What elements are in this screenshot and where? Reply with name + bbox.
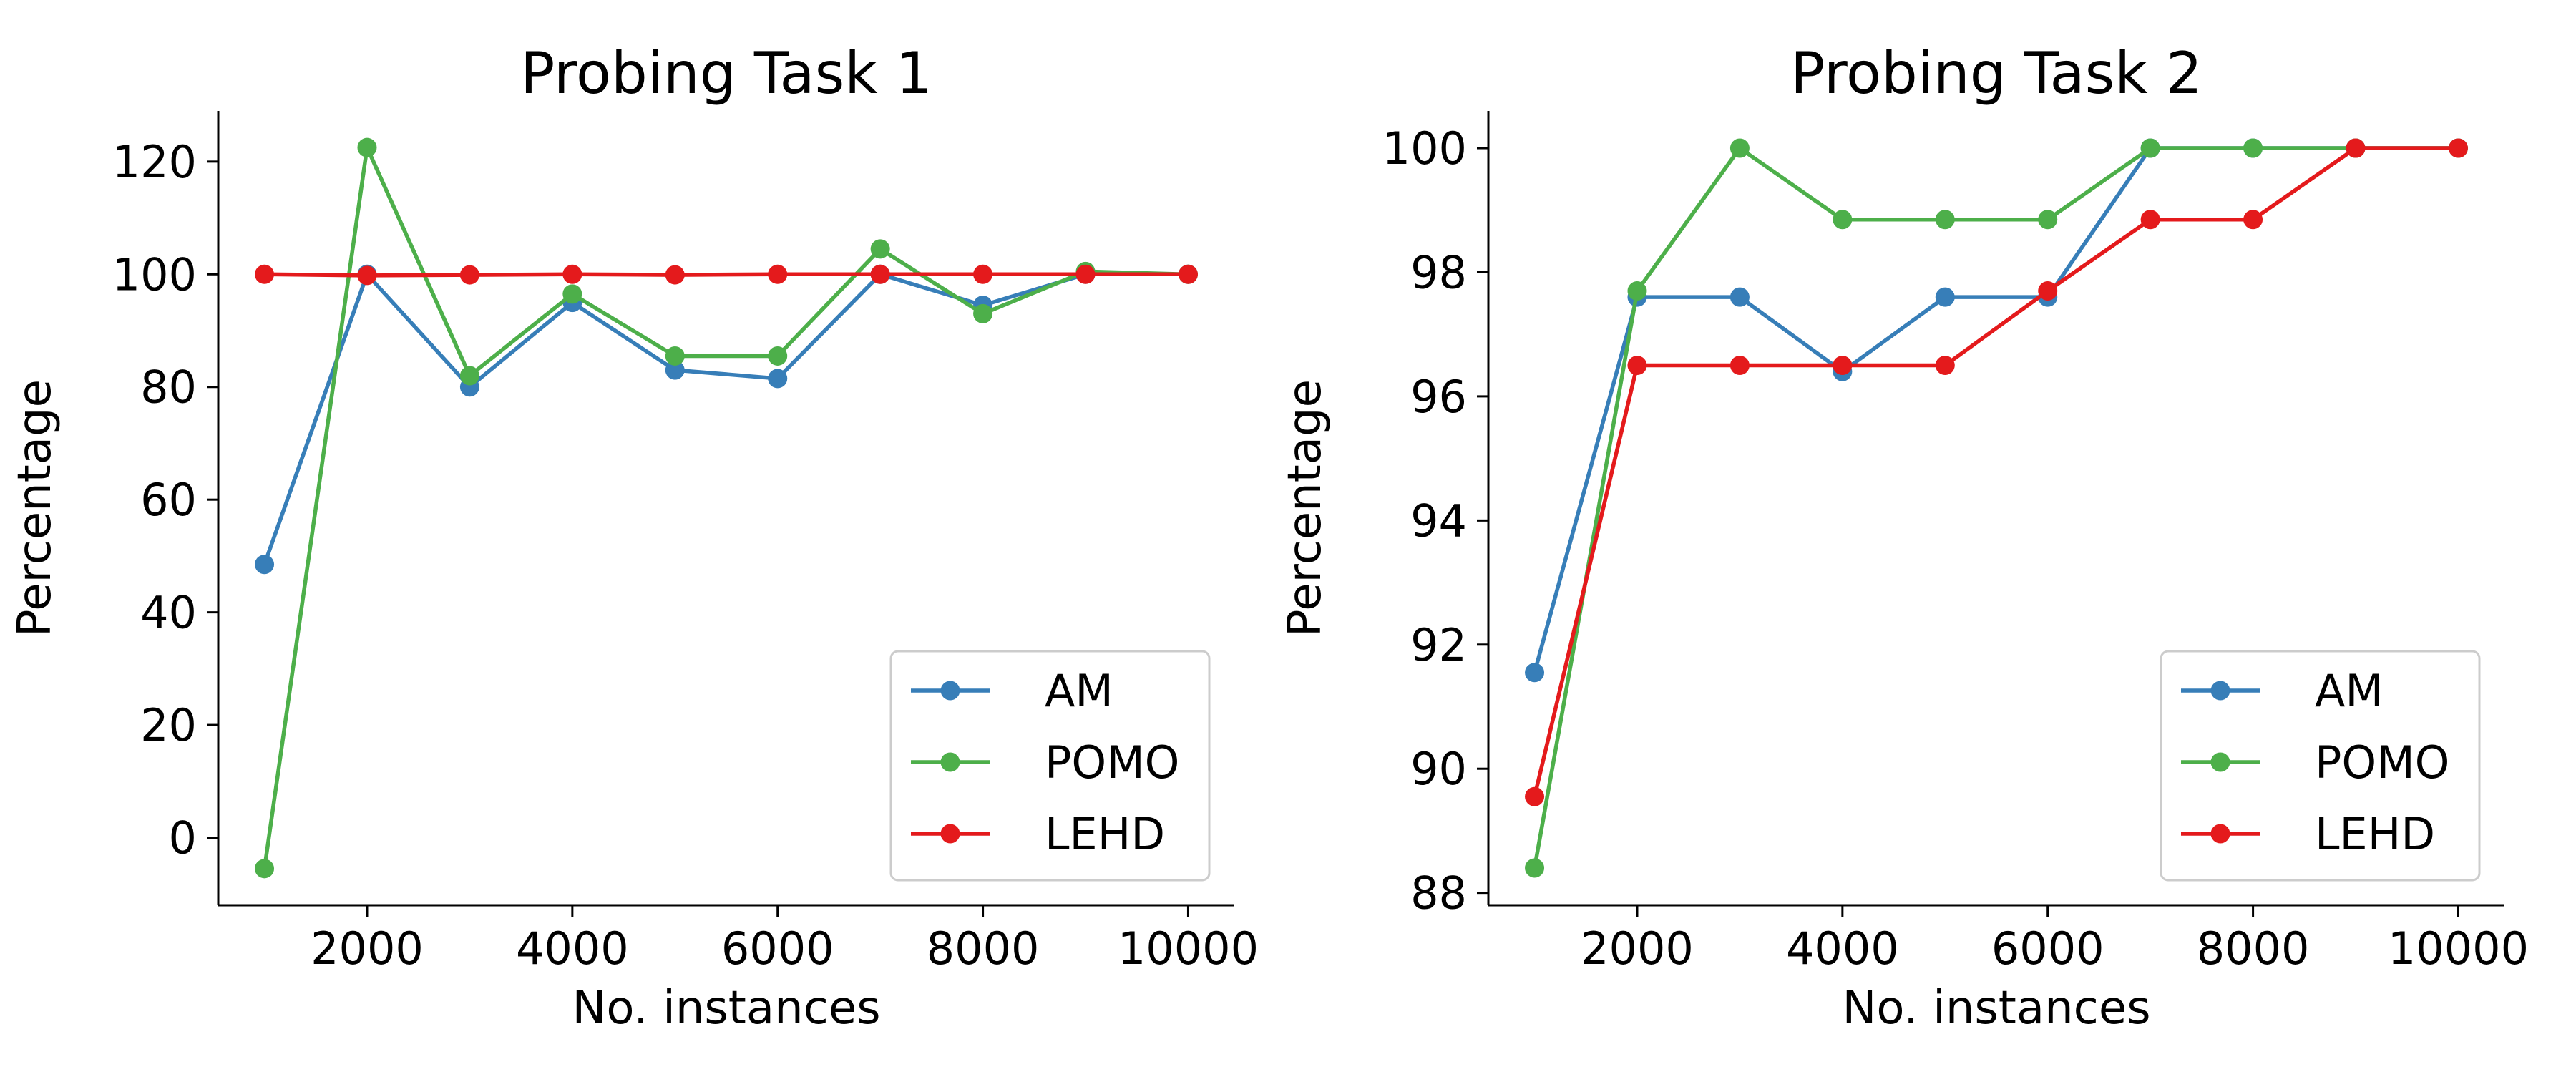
- legend-marker-pomo: [940, 752, 960, 772]
- legend-label-am: AM: [1045, 665, 1113, 717]
- y-tick-label: 60: [140, 474, 197, 526]
- data-point-am: [1525, 663, 1545, 683]
- y-axis-label: Percentage: [1279, 379, 1332, 637]
- chart-title: Probing Task 1: [520, 40, 932, 107]
- y-tick-label: 100: [112, 248, 197, 301]
- data-point-lehd: [562, 264, 582, 284]
- legend-marker-lehd: [2210, 824, 2230, 844]
- y-tick-label: 96: [1410, 371, 1467, 423]
- data-point-lehd: [357, 265, 377, 286]
- data-point-pomo: [973, 303, 993, 323]
- series-line-lehd: [264, 272, 1189, 278]
- data-point-lehd: [1935, 356, 1955, 376]
- x-tick-label: 8000: [2197, 922, 2310, 975]
- legend-label-am: AM: [2315, 665, 2384, 717]
- legend-label-lehd: LEHD: [1045, 808, 1165, 860]
- x-tick-label: 6000: [1991, 922, 2104, 975]
- x-tick-label: 4000: [516, 922, 629, 975]
- y-tick-label: 100: [1382, 122, 1467, 175]
- legend: AM POMO LEHD: [2160, 650, 2481, 882]
- y-tick-label: 80: [140, 361, 197, 414]
- legend-marker-lehd: [940, 824, 960, 844]
- data-point-am: [1935, 287, 1955, 307]
- data-point-lehd: [2448, 138, 2468, 158]
- y-axis-label: Percentage: [9, 379, 62, 637]
- data-point-pomo: [768, 346, 788, 366]
- series-line-am: [1532, 146, 2459, 673]
- y-tick-label: 120: [112, 136, 197, 188]
- panel-probing-task-2: Probing Task 2 2000 4000 6000 8000 10000 88 90 9…: [1279, 40, 2529, 1035]
- data-point-pomo: [2243, 138, 2263, 158]
- data-point-lehd: [1627, 356, 1647, 376]
- chart-title: Probing Task 2: [1790, 40, 2202, 107]
- x-tick-label: 6000: [721, 922, 834, 975]
- x-tick-label: 8000: [927, 922, 1040, 975]
- legend-label-pomo: POMO: [2315, 736, 2449, 789]
- data-point-pomo: [2140, 138, 2160, 158]
- data-point-lehd: [459, 265, 479, 285]
- y-tick-label: 40: [140, 587, 197, 639]
- data-point-pomo: [1833, 210, 1853, 230]
- legend-marker-pomo: [2210, 752, 2230, 772]
- data-point-pomo: [665, 346, 685, 366]
- legend-frame: [2160, 650, 2481, 882]
- y-tick-label: 94: [1410, 494, 1467, 547]
- y-tick-label: 92: [1410, 619, 1467, 671]
- y-tick-label: 20: [140, 699, 197, 751]
- data-point-pomo: [1525, 858, 1545, 878]
- x-tick-label: 2000: [311, 922, 424, 975]
- data-point-lehd: [1729, 356, 1750, 376]
- series-line-am: [262, 272, 1189, 565]
- data-point-pomo: [562, 284, 582, 304]
- data-point-pomo: [255, 859, 275, 879]
- data-point-lehd: [255, 264, 275, 284]
- x-axis-label: No. instances: [572, 982, 880, 1035]
- data-point-lehd: [768, 264, 788, 284]
- data-point-lehd: [870, 264, 890, 284]
- legend-label-lehd: LEHD: [2315, 808, 2435, 860]
- x-tick-label: 10000: [1118, 922, 1259, 975]
- x-tick-label: 4000: [1786, 922, 1899, 975]
- y-tick-label: 88: [1410, 867, 1467, 920]
- legend-marker-am: [940, 681, 960, 701]
- data-point-lehd: [2038, 281, 2058, 301]
- series-line-lehd: [1532, 146, 2459, 797]
- series-line-pomo: [1532, 146, 2459, 869]
- data-point-pomo: [870, 239, 890, 259]
- x-axis-label: No. instances: [1842, 982, 2150, 1035]
- data-point-lehd: [665, 265, 685, 285]
- data-point-lehd: [973, 264, 993, 284]
- y-tick-label: 90: [1410, 743, 1467, 795]
- data-point-pomo: [1627, 281, 1647, 301]
- data-point-am: [1729, 287, 1750, 307]
- legend-label-pomo: POMO: [1045, 736, 1179, 789]
- data-point-pomo: [1935, 210, 1955, 230]
- data-point-lehd: [1525, 786, 1545, 806]
- data-point-am: [665, 360, 685, 380]
- y-tick-label: 98: [1410, 246, 1467, 298]
- data-point-lehd: [1833, 356, 1853, 376]
- panel-probing-task-1: Probing Task 1 2000 4000 6000 8000 10000 0 20 40…: [9, 40, 1259, 1035]
- data-point-lehd: [2140, 210, 2160, 230]
- data-point-lehd: [1075, 264, 1096, 284]
- data-point-am: [768, 369, 788, 389]
- x-tick-label: 10000: [2388, 922, 2529, 975]
- legend-frame: [889, 650, 1211, 882]
- data-point-am: [255, 555, 275, 575]
- data-point-pomo: [1729, 138, 1750, 158]
- data-point-pomo: [357, 137, 377, 157]
- data-point-pomo: [459, 366, 479, 386]
- data-point-lehd: [2243, 210, 2263, 230]
- y-tick-label: 0: [169, 812, 197, 864]
- legend: AM POMO LEHD: [889, 650, 1211, 882]
- data-point-pomo: [2038, 210, 2058, 230]
- data-point-lehd: [1178, 264, 1198, 284]
- x-tick-label: 2000: [1581, 922, 1694, 975]
- legend-marker-am: [2210, 681, 2230, 701]
- data-point-lehd: [2346, 138, 2366, 158]
- series-line-pomo: [262, 145, 1189, 869]
